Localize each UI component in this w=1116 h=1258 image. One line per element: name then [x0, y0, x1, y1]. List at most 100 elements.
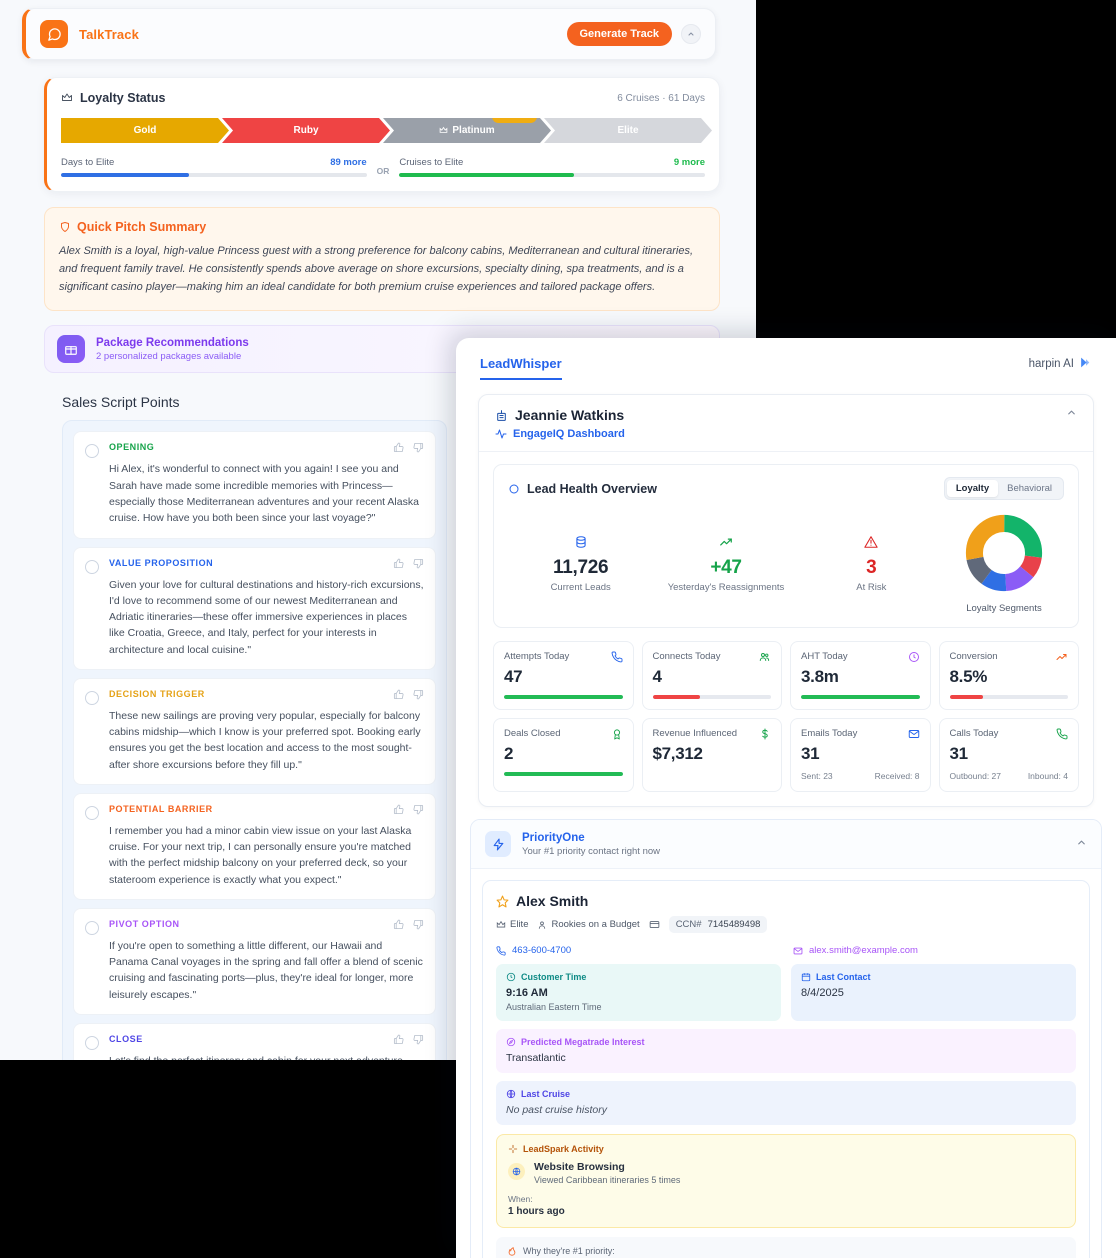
loyalty-tier-platinum[interactable]: Platinum CURRENT: [383, 118, 551, 143]
kpi-progress-track: [652, 695, 771, 699]
loyalty-tier-elite[interactable]: Elite: [544, 118, 712, 143]
thumbs-down-icon[interactable]: [413, 1034, 424, 1048]
script-point-text: These new sailings are proving very popu…: [109, 709, 421, 771]
thumbs-up-icon[interactable]: [393, 442, 404, 456]
megatrade-label: Predicted Megatrade Interest: [521, 1037, 645, 1047]
kpi-card: Calls Today 31 Outbound: 27 Inbound: 4: [938, 718, 1079, 792]
last-contact-box: Last Contact 8/4/2025: [791, 964, 1076, 1021]
package-title: Package Recommendations: [96, 336, 249, 349]
kpi-label: AHT Today: [801, 651, 848, 662]
globe-clock-icon: [506, 972, 516, 982]
kpi-label: Emails Today: [801, 728, 858, 739]
thumbs-down-icon[interactable]: [413, 919, 424, 933]
script-point-radio[interactable]: [85, 559, 99, 574]
lead-health-overview-card: Lead Health Overview Loyalty Behavioral …: [493, 464, 1079, 628]
script-point-label: POTENTIAL BARRIER: [109, 803, 213, 814]
script-point-label: DECISION TRIGGER: [109, 688, 205, 699]
chat-bubble-icon: [40, 20, 68, 48]
why-priority-label: Why they're #1 priority:: [523, 1246, 615, 1256]
crown-icon: [61, 92, 73, 104]
script-point-radio[interactable]: [85, 1036, 99, 1051]
stat-label: Current Leads: [550, 582, 611, 593]
loyalty-status-card: Loyalty Status 6 Cruises · 61 Days Gold R…: [44, 77, 720, 192]
kpi-progress-fill: [504, 695, 623, 699]
toggle-behavioral[interactable]: Behavioral: [1007, 483, 1052, 494]
loyalty-meta: 6 Cruises · 61 Days: [617, 92, 705, 104]
stat-at-risk: 3 At Risk: [799, 535, 944, 593]
lead-tier-label: Elite: [510, 919, 529, 930]
toggle-loyalty[interactable]: Loyalty: [946, 480, 999, 497]
stat-label: At Risk: [856, 582, 887, 593]
agent-name-row: Jeannie Watkins: [495, 407, 625, 423]
kpi-value: 31: [801, 744, 820, 763]
script-point-radio[interactable]: [85, 920, 99, 935]
priority-one-subtitle: Your #1 priority contact right now: [522, 845, 661, 857]
script-point-card[interactable]: POTENTIAL BARRIER I remember you had a mi…: [73, 792, 436, 900]
script-point-card[interactable]: DECISION TRIGGER These new sailings are p…: [73, 677, 436, 785]
kpi-label: Calls Today: [949, 728, 999, 739]
thumbs-down-icon[interactable]: [413, 689, 424, 703]
script-point-card[interactable]: VALUE PROPOSITION Given your love for cul…: [73, 546, 436, 670]
thumbs-up-icon[interactable]: [393, 804, 404, 818]
talktrack-header-card: TalkTrack Generate Track: [22, 8, 716, 60]
script-point-card[interactable]: OPENING Hi Alex, it's wonderful to connec…: [73, 431, 436, 539]
phone-icon: [496, 945, 506, 956]
thumbs-up-icon[interactable]: [393, 1034, 404, 1048]
brand-logo: harpin AI: [1029, 356, 1092, 372]
trend-up-icon: [653, 535, 798, 552]
tab-leadwhisper[interactable]: LeadWhisper: [480, 356, 562, 380]
last-contact-value: 8/4/2025: [801, 987, 844, 999]
loyalty-tier-ruby[interactable]: Ruby: [222, 118, 390, 143]
stat-reassignments: +47 Yesterday's Reassignments: [653, 535, 798, 593]
megatrade-box: Predicted Megatrade Interest Transatlant…: [496, 1029, 1076, 1073]
quick-pitch-title: Quick Pitch Summary: [77, 220, 207, 234]
package-subtitle: 2 personalized packages available: [96, 350, 242, 362]
donut-label: Loyalty Segments: [966, 603, 1042, 614]
lead-phone-link[interactable]: 463-600-4700: [496, 945, 779, 956]
thumbs-down-icon[interactable]: [413, 558, 424, 572]
award-icon: [611, 728, 623, 743]
script-point-radio[interactable]: [85, 444, 99, 459]
loyalty-tier-bar: Gold Ruby Platinum CURRENT Elite: [61, 118, 705, 143]
script-point-radio[interactable]: [85, 690, 99, 705]
kpi-value: 8.5%: [949, 667, 988, 686]
script-point-card[interactable]: CLOSE Let's find the perfect itinerary an…: [73, 1023, 436, 1060]
leadwhisper-header: LeadWhisper harpin AI: [456, 338, 1116, 380]
chevron-up-icon[interactable]: [681, 24, 701, 44]
loyalty-tier-gold[interactable]: Gold: [61, 118, 229, 143]
thumbs-down-icon[interactable]: [413, 442, 424, 456]
thumbs-down-icon[interactable]: [413, 804, 424, 818]
priority-one-card: PriorityOne Your #1 priority contact rig…: [470, 819, 1102, 1258]
last-contact-header: Last Contact: [801, 972, 1066, 982]
thumbs-up-icon[interactable]: [393, 689, 404, 703]
lead-email-link[interactable]: alex.smith@example.com: [793, 945, 1076, 956]
lead-phone-value: 463-600-4700: [512, 945, 572, 956]
lead-health-toggle-group[interactable]: Loyalty Behavioral: [943, 477, 1064, 500]
talktrack-panel: TalkTrack Generate Track Loyalty Status …: [0, 0, 756, 1060]
kpi-grid-row2: Deals Closed 2 Revenue Influenced $7,312 Ema…: [493, 718, 1079, 792]
kpi-label: Attempts Today: [504, 651, 570, 662]
chevron-up-icon[interactable]: [1066, 407, 1077, 421]
dollar-icon: [759, 728, 771, 743]
lead-segment-chip: Rookies on a Budget: [537, 919, 640, 930]
kpi-label: Conversion: [949, 651, 998, 662]
megatrade-value: Transatlantic: [506, 1052, 566, 1064]
script-point-radio[interactable]: [85, 805, 99, 820]
chevron-up-icon[interactable]: [1076, 837, 1087, 851]
quick-pitch-summary-card: Quick Pitch Summary Alex Smith is a loya…: [44, 207, 720, 312]
agent-card: Jeannie Watkins EngageIQ Dashboard Lea: [478, 394, 1094, 807]
progress-track: [61, 173, 367, 177]
thumbs-up-icon[interactable]: [393, 558, 404, 572]
script-point-text: If you're open to something a little dif…: [109, 939, 423, 1001]
users-icon: [758, 651, 771, 666]
lead-name: Alex Smith: [516, 893, 589, 909]
talktrack-title: TalkTrack: [79, 26, 139, 42]
generate-track-button[interactable]: Generate Track: [566, 22, 672, 46]
sales-script-points-heading: Sales Script Points: [62, 394, 180, 411]
script-point-card[interactable]: PIVOT OPTION If you're open to something …: [73, 907, 436, 1016]
leadspark-activity-box: LeadSpark Activity Website Browsing View…: [496, 1134, 1076, 1228]
engageiq-dashboard-link[interactable]: EngageIQ Dashboard: [495, 428, 625, 440]
leadwhisper-panel: LeadWhisper harpin AI Jeannie Watkins: [456, 338, 1116, 1258]
thumbs-up-icon[interactable]: [393, 919, 404, 933]
lead-detail-card: Alex Smith Elite Rookies on a Budget: [482, 880, 1090, 1258]
